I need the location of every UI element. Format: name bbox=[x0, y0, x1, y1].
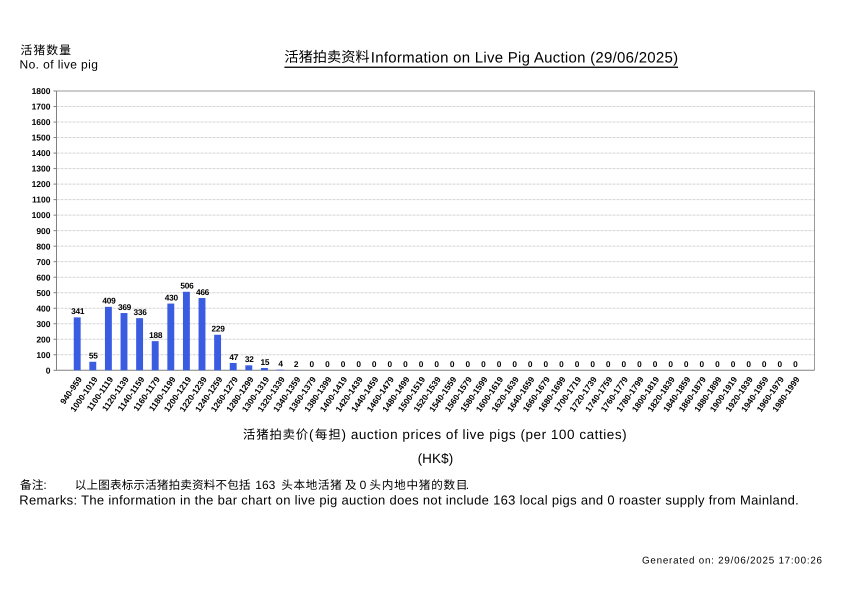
svg-text:0: 0 bbox=[419, 359, 424, 369]
svg-text:0: 0 bbox=[575, 359, 580, 369]
svg-text::: : bbox=[43, 478, 46, 492]
svg-text:0: 0 bbox=[450, 359, 455, 369]
svg-text:No. of live pig: No. of live pig bbox=[20, 58, 98, 72]
svg-text:2: 2 bbox=[294, 359, 299, 369]
svg-text:0: 0 bbox=[653, 359, 658, 369]
svg-text:1200: 1200 bbox=[32, 179, 51, 189]
svg-text:(HK$): (HK$) bbox=[418, 451, 454, 466]
svg-text:32: 32 bbox=[245, 354, 254, 364]
svg-text:4: 4 bbox=[278, 358, 283, 368]
svg-text:Generated on: 29/06/2025 17:00: Generated on: 29/06/2025 17:00:26 bbox=[642, 556, 823, 567]
svg-text:0: 0 bbox=[403, 359, 408, 369]
svg-text:188: 188 bbox=[149, 330, 163, 340]
svg-text:800: 800 bbox=[36, 241, 50, 251]
svg-text:(: ( bbox=[309, 427, 314, 442]
svg-text:0: 0 bbox=[668, 359, 673, 369]
svg-text:0: 0 bbox=[684, 359, 689, 369]
svg-text:341: 341 bbox=[71, 306, 85, 316]
svg-text:700: 700 bbox=[36, 257, 50, 267]
svg-text:15: 15 bbox=[261, 357, 270, 367]
svg-text:1000: 1000 bbox=[32, 210, 51, 220]
svg-text:1700: 1700 bbox=[32, 102, 51, 112]
svg-text:1100: 1100 bbox=[32, 195, 51, 205]
svg-text:0: 0 bbox=[310, 359, 315, 369]
svg-text:430: 430 bbox=[165, 292, 179, 302]
svg-text:0: 0 bbox=[466, 359, 471, 369]
svg-text:369: 369 bbox=[118, 302, 132, 312]
svg-text:1300: 1300 bbox=[32, 164, 51, 174]
svg-text:0: 0 bbox=[372, 359, 377, 369]
svg-text:Remarks: The information in th: Remarks: The information in the bar char… bbox=[19, 493, 799, 508]
svg-text:0: 0 bbox=[622, 359, 627, 369]
svg-text:0: 0 bbox=[762, 359, 767, 369]
svg-text:336: 336 bbox=[134, 307, 148, 317]
svg-text:0: 0 bbox=[544, 359, 549, 369]
svg-text:1500: 1500 bbox=[32, 133, 51, 143]
svg-text:0: 0 bbox=[528, 359, 533, 369]
svg-text:0: 0 bbox=[778, 359, 783, 369]
svg-text:.: . bbox=[466, 478, 469, 492]
svg-text:900: 900 bbox=[36, 226, 50, 236]
svg-text:0: 0 bbox=[559, 359, 564, 369]
svg-text:200: 200 bbox=[36, 334, 50, 344]
svg-text:0: 0 bbox=[746, 359, 751, 369]
svg-text:0: 0 bbox=[356, 359, 361, 369]
svg-text:0: 0 bbox=[700, 359, 705, 369]
svg-text:0: 0 bbox=[46, 365, 51, 375]
svg-text:0: 0 bbox=[715, 359, 720, 369]
svg-text:0: 0 bbox=[606, 359, 611, 369]
svg-text:600: 600 bbox=[36, 272, 50, 282]
svg-text:Information on Live Pig Auctio: Information on Live Pig Auction (29/06/2… bbox=[371, 50, 678, 67]
svg-text:) auction prices of live pigs: ) auction prices of live pigs (per 100 c… bbox=[342, 427, 627, 442]
svg-text:0: 0 bbox=[497, 359, 502, 369]
svg-text:229: 229 bbox=[212, 324, 226, 334]
svg-text:400: 400 bbox=[36, 303, 50, 313]
svg-text:47: 47 bbox=[229, 352, 238, 362]
svg-text:100: 100 bbox=[36, 350, 50, 360]
svg-text:1600: 1600 bbox=[32, 117, 51, 127]
svg-text:506: 506 bbox=[180, 281, 194, 291]
svg-text:55: 55 bbox=[89, 351, 98, 361]
svg-text:0: 0 bbox=[793, 359, 798, 369]
svg-text:0: 0 bbox=[512, 359, 517, 369]
svg-text:0: 0 bbox=[731, 359, 736, 369]
svg-text:0: 0 bbox=[388, 359, 393, 369]
svg-text:0: 0 bbox=[637, 359, 642, 369]
svg-text:0: 0 bbox=[590, 359, 595, 369]
svg-text:1400: 1400 bbox=[32, 148, 51, 158]
svg-text:300: 300 bbox=[36, 319, 50, 329]
svg-text:0: 0 bbox=[325, 359, 330, 369]
svg-text:1800: 1800 bbox=[32, 86, 51, 96]
svg-text:409: 409 bbox=[102, 296, 116, 306]
svg-text:163: 163 bbox=[255, 478, 275, 492]
svg-text:0: 0 bbox=[360, 478, 367, 492]
svg-text:0: 0 bbox=[481, 359, 486, 369]
svg-text:0: 0 bbox=[341, 359, 346, 369]
svg-text:0: 0 bbox=[434, 359, 439, 369]
svg-text:466: 466 bbox=[196, 287, 210, 297]
svg-text:500: 500 bbox=[36, 288, 50, 298]
